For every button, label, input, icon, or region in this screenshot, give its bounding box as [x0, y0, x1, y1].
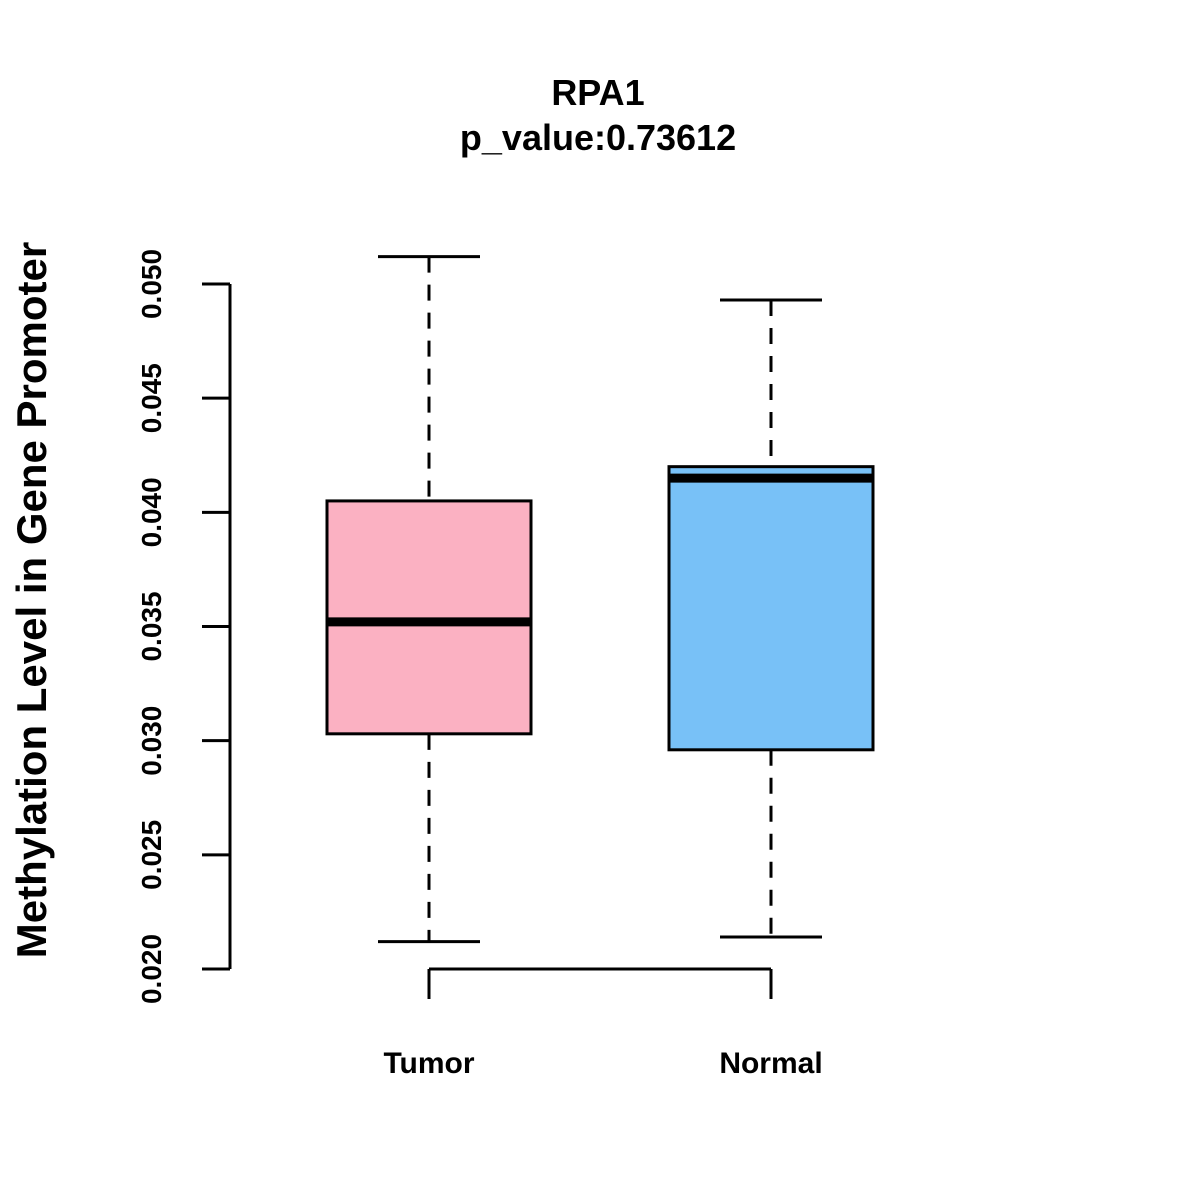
x-tick-label: Tumor	[383, 1047, 474, 1080]
boxes-group	[325, 255, 875, 944]
x-tick-label: Normal	[719, 1047, 822, 1080]
y-tick-label: 0.025	[136, 820, 167, 890]
y-tick-label: 0.045	[136, 363, 167, 433]
y-tick-label: 0.030	[136, 706, 167, 776]
x-axis: Tumor Normal	[383, 967, 823, 1080]
y-tick-label: 0.020	[136, 934, 167, 1004]
y-tick-label: 0.050	[136, 249, 167, 319]
chart-subtitle: p_value:0.73612	[460, 117, 736, 158]
iqr-box	[325, 499, 533, 736]
y-tick-label: 0.035	[136, 591, 167, 661]
y-axis: 0.020 0.025 0.030 0.035 0.040 0.045 0.050	[136, 249, 232, 1004]
chart-title: RPA1	[551, 72, 644, 113]
box-normal	[667, 298, 875, 939]
iqr-box	[667, 465, 875, 752]
y-tick-label: 0.040	[136, 477, 167, 547]
box-tumor	[325, 255, 533, 944]
y-axis-title: Methylation Level in Gene Promoter	[8, 242, 55, 958]
